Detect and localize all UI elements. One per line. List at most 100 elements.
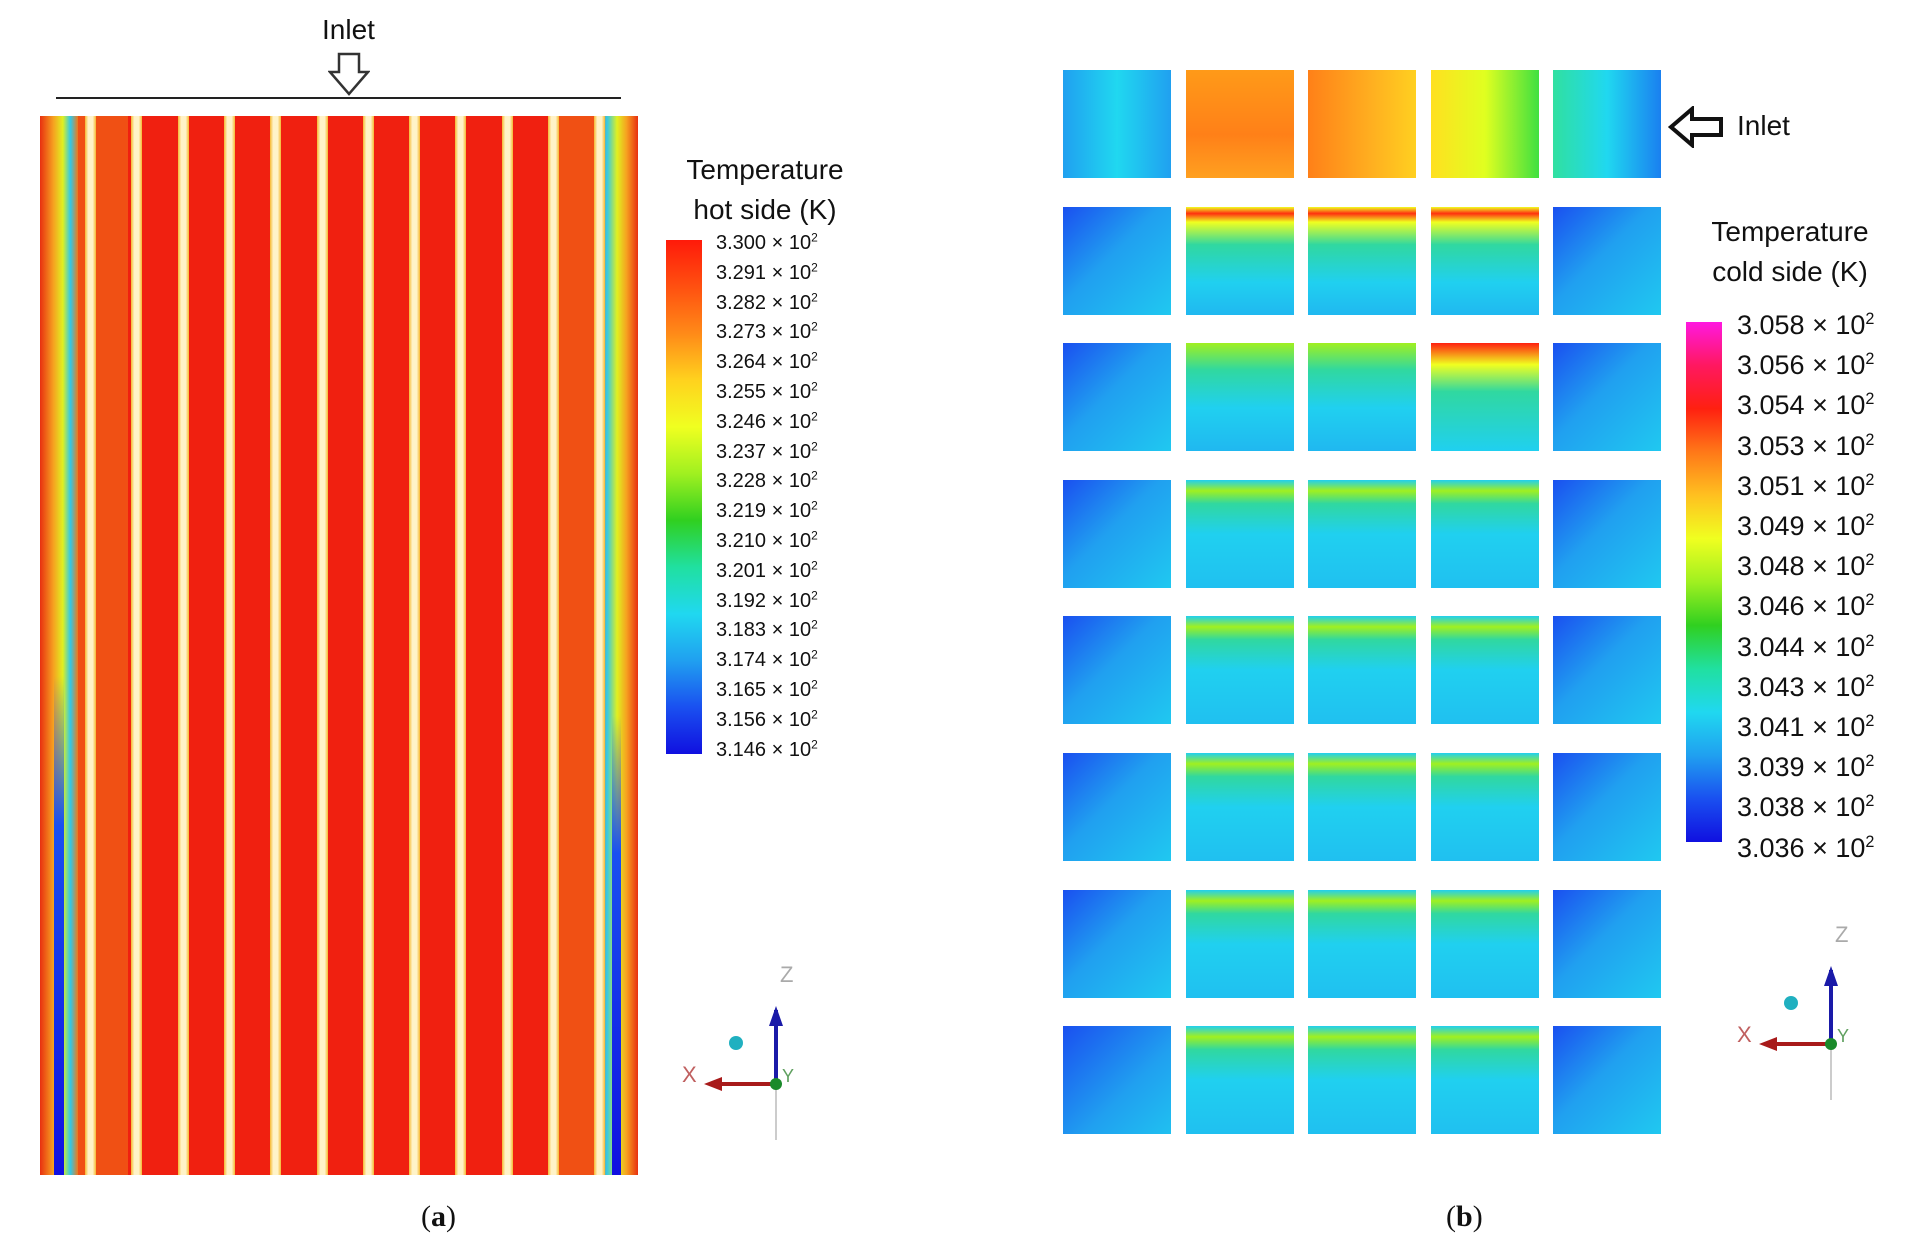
cold-channel-cell <box>1185 70 1294 178</box>
legend-title-b-line1: Temperature <box>1711 216 1869 247</box>
cold-channel-cell <box>1430 206 1539 315</box>
legend-title-a-line2: hot side (K) <box>693 194 837 225</box>
legend-b-tick-label: 3.051 × 102 <box>1737 470 1875 501</box>
cold-channel-cell <box>1553 753 1661 861</box>
color-bar-b <box>1686 322 1722 842</box>
legend-a-tick-label: 3.300 × 102 <box>716 230 818 254</box>
axis-x-label-b: X <box>1737 1022 1752 1047</box>
cold-channel-cell <box>1553 206 1661 315</box>
hot-channel-separator <box>409 116 421 1175</box>
cold-channel-cell <box>1308 70 1416 178</box>
legend-a-tick-label: 3.291 × 102 <box>716 260 818 284</box>
inlet-line-a <box>56 97 621 99</box>
legend-a-tick-label: 3.210 × 102 <box>716 528 818 552</box>
legend-a-tick-label: 3.201 × 102 <box>716 558 818 582</box>
axis-x-label-a: X <box>682 1062 697 1087</box>
cold-channel-cell <box>1063 479 1171 588</box>
hot-channel-separator <box>548 116 559 1175</box>
hot-channel-separator <box>131 116 143 1175</box>
hot-channel-separator <box>501 116 513 1175</box>
axis-z-label-b: Z <box>1835 922 1848 947</box>
cold-channel-cell <box>1430 1026 1539 1135</box>
inlet-label-b: Inlet <box>1737 110 1790 141</box>
legend-b-tick-label: 3.053 × 102 <box>1737 430 1875 461</box>
cold-channel-cell <box>1185 479 1294 588</box>
legend-b-tick-label: 3.058 × 102 <box>1737 310 1875 340</box>
cold-channel-cell <box>1063 889 1171 998</box>
cold-channel-cell <box>1553 1026 1661 1135</box>
legend-a-tick-label: 3.174 × 102 <box>716 647 818 672</box>
legend-a-tick-label: 3.273 × 102 <box>716 319 818 344</box>
cold-channel-cell <box>1063 616 1171 725</box>
legend-b-tick-label: 3.038 × 102 <box>1737 792 1875 823</box>
legend-a-tick-label: 3.146 × 102 <box>716 736 818 761</box>
cold-channel-cell <box>1308 343 1416 452</box>
legend-title-a-line1: Temperature <box>686 154 844 185</box>
inlet-arrow-a <box>328 52 370 96</box>
cold-channel-cell <box>1553 616 1661 725</box>
hot-side-contour <box>40 116 638 1175</box>
cold-channel-cell <box>1430 70 1539 178</box>
cold-channel-cell <box>1063 70 1171 178</box>
cold-channel-cell <box>1430 479 1539 588</box>
legend-a-tick-label: 3.228 × 102 <box>716 468 818 493</box>
cold-channel-cell <box>1308 1026 1416 1135</box>
legend-b-tick-label: 3.054 × 102 <box>1737 390 1875 421</box>
caption-b: (b) <box>1446 1200 1483 1233</box>
axis-y-label-b: Y <box>1837 1026 1849 1046</box>
hot-channel-separator <box>362 116 374 1175</box>
caption-b-letter: b <box>1456 1200 1473 1233</box>
cold-channel-cell <box>1553 889 1661 998</box>
cold-channel-cell <box>1185 1026 1294 1135</box>
cold-channel-cell <box>1185 889 1294 998</box>
legend-b-tick-label: 3.049 × 102 <box>1737 511 1875 541</box>
legend-a-tick-label: 3.246 × 102 <box>716 409 818 433</box>
inlet-arrow-b <box>1668 106 1723 148</box>
cold-channel-cell <box>1430 616 1539 725</box>
legend-b-tick-label: 3.056 × 102 <box>1737 350 1875 381</box>
legend-a-tick-label: 3.219 × 102 <box>716 498 818 523</box>
hot-channel-separator <box>455 116 467 1175</box>
cold-channel-cell <box>1308 479 1416 588</box>
legend-b-tick-label: 3.041 × 102 <box>1737 712 1875 742</box>
cold-channel-cell <box>1308 206 1416 315</box>
cold-channel-cell <box>1185 343 1294 452</box>
legend-b-tick-label: 3.048 × 102 <box>1737 551 1875 582</box>
hot-right-blue-streak <box>612 716 621 1175</box>
legend-b-tick-label: 3.046 × 102 <box>1737 591 1875 622</box>
hot-channel-separator <box>316 116 328 1175</box>
axis-y-label-a: Y <box>782 1066 794 1086</box>
color-bar-a <box>666 240 702 754</box>
legend-a-tick-label: 3.255 × 102 <box>716 379 818 403</box>
cold-channel-cell <box>1063 1026 1171 1135</box>
legend-a-tick-label: 3.156 × 102 <box>716 707 818 731</box>
cold-channel-cell <box>1063 753 1171 861</box>
legend-title-b-line2: cold side (K) <box>1712 256 1868 287</box>
hot-channel-separator <box>223 116 235 1175</box>
cold-channel-cell <box>1185 206 1294 315</box>
cold-channel-cell <box>1553 479 1661 588</box>
cold-channel-cell <box>1430 889 1539 998</box>
legend-a-tick-label: 3.192 × 102 <box>716 587 818 612</box>
legend-a-tick-label: 3.282 × 102 <box>716 289 818 314</box>
caption-a: (a) <box>421 1200 456 1233</box>
legend-a-tick-label: 3.264 × 102 <box>716 349 818 374</box>
hot-left-blue-streak <box>54 676 64 1175</box>
legend-b-tick-label: 3.039 × 102 <box>1737 752 1875 783</box>
legend-b-tick-label: 3.036 × 102 <box>1737 832 1875 863</box>
cold-channel-cell <box>1185 753 1294 861</box>
axis-triad-b: Z X Y <box>1737 922 1849 1100</box>
cold-channel-cell <box>1063 206 1171 315</box>
cold-channel-cell <box>1553 343 1661 452</box>
legend-a-tick-label: 3.165 × 102 <box>716 677 818 701</box>
legend-a-tick-label: 3.237 × 102 <box>716 438 818 463</box>
cold-channel-cell <box>1553 70 1661 178</box>
cold-channel-cell <box>1430 753 1539 861</box>
legend-title-b: Temperature cold side (K) <box>1685 212 1895 292</box>
cold-channel-cell <box>1308 616 1416 725</box>
legend-b-tick-label: 3.043 × 102 <box>1737 671 1875 702</box>
hot-channel-separator <box>177 116 189 1175</box>
legend-a-tick-label: 3.183 × 102 <box>716 617 818 642</box>
inlet-label-a: Inlet <box>322 14 375 45</box>
cold-channel-cell <box>1308 753 1416 861</box>
